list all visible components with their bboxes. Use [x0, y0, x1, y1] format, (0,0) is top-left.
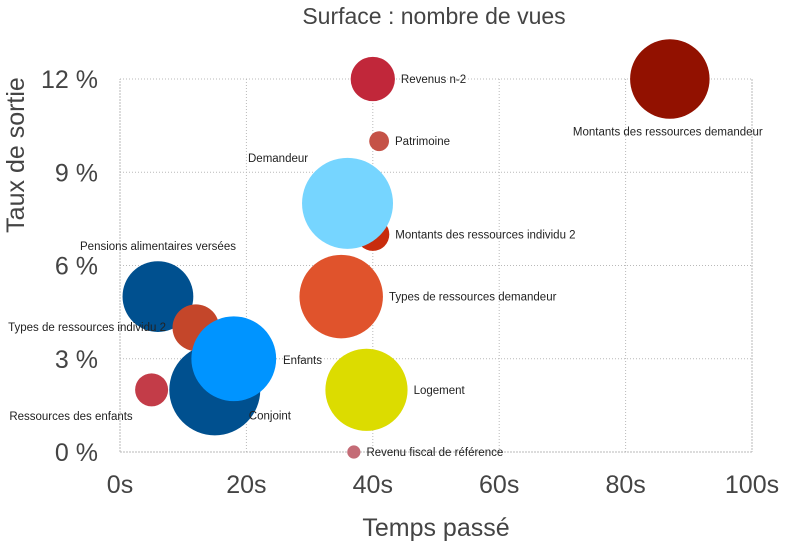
bubble-label: Conjoint [249, 410, 292, 422]
axis-ticks: 0s 20s 40s 60s 80s 100s 0 % 3 % 6 % 9 % 12 % [41, 66, 779, 499]
bubble [325, 348, 408, 431]
bubble-label: Types de ressources individu 2 [8, 322, 166, 334]
bubble [122, 261, 194, 332]
bubble [302, 157, 394, 249]
y-tick-label: 9 % [55, 159, 98, 187]
x-tick-label: 40s [353, 471, 393, 499]
bubble-label: Revenu fiscal de référence [366, 447, 503, 459]
chart-title: Surface : nombre de vues [302, 3, 565, 29]
x-tick-label: 80s [605, 471, 645, 499]
y-tick-label: 6 % [55, 253, 98, 281]
bubble-label: Ressources des enfants [9, 411, 133, 423]
bubble-label: Enfants [283, 355, 322, 367]
x-tick-label: 60s [479, 471, 519, 499]
x-axis-title: Temps passé [362, 514, 509, 541]
y-tick-label: 12 % [41, 66, 98, 94]
bubbles [122, 39, 710, 459]
bubble-label: Montants des ressources demandeur [573, 127, 763, 139]
bubble-label: Logement [414, 385, 466, 397]
bubble-label: Patrimoine [395, 136, 450, 148]
bubble [347, 445, 361, 459]
bubble [350, 56, 395, 102]
bubble-label: Montants des ressources individu 2 [395, 229, 575, 241]
bubble-label: Types de ressources demandeur [389, 292, 557, 304]
bubble-label: Revenus n-2 [401, 74, 466, 86]
bubble [135, 373, 169, 407]
grid [119, 78, 753, 453]
x-tick-label: 100s [725, 471, 779, 499]
bubble [191, 316, 277, 402]
bubble-label: Pensions alimentaires versées [80, 241, 236, 253]
bubble [630, 39, 710, 119]
x-tick-label: 20s [226, 471, 266, 499]
bubble [369, 131, 390, 152]
y-tick-label: 0 % [55, 439, 98, 467]
bubble [299, 254, 383, 339]
bubble-labels: Montants des ressources demandeur Revenus… [8, 74, 763, 459]
y-axis-title: Taux de sortie [2, 77, 30, 233]
y-tick-label: 3 % [55, 346, 98, 374]
bubble-label: Demandeur [248, 153, 308, 165]
x-tick-label: 0s [107, 471, 133, 499]
